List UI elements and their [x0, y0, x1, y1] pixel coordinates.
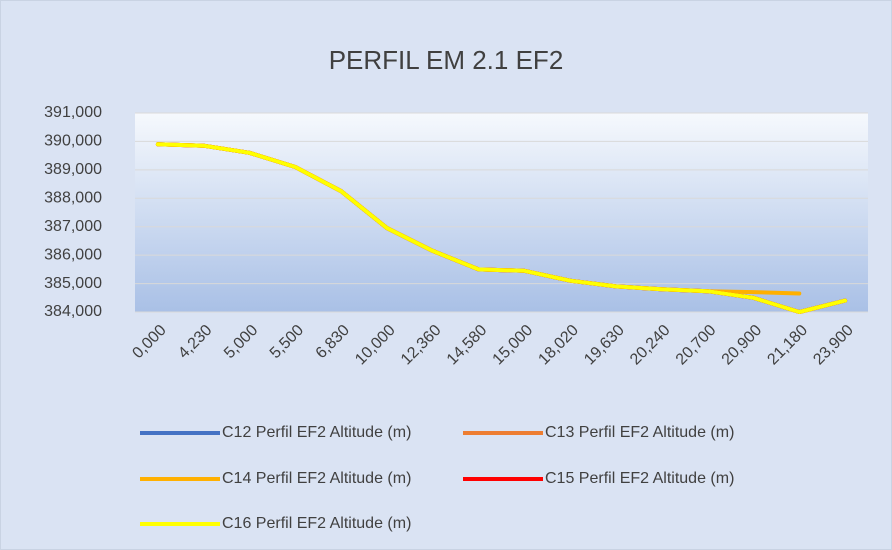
plot-area: [135, 113, 868, 312]
chart-title: PERFIL EM 2.1 EF2: [329, 45, 564, 75]
y-tick-label: 385,000: [44, 275, 102, 292]
legend-label: C15 Perfil EF2 Altitude (m): [545, 470, 734, 487]
y-tick-label: 386,000: [44, 246, 102, 263]
y-tick-label: 391,000: [44, 104, 102, 121]
y-tick-label: 388,000: [44, 190, 102, 207]
legend-label: C16 Perfil EF2 Altitude (m): [222, 515, 411, 532]
y-tick-label: 390,000: [44, 133, 102, 150]
y-tick-label: 387,000: [44, 218, 102, 235]
y-tick-label: 384,000: [44, 303, 102, 320]
legend-label: C12 Perfil EF2 Altitude (m): [222, 424, 411, 441]
y-tick-label: 389,000: [44, 161, 102, 178]
legend-label: C13 Perfil EF2 Altitude (m): [545, 424, 734, 441]
legend-label: C14 Perfil EF2 Altitude (m): [222, 470, 411, 487]
series-line: [155, 142, 848, 314]
